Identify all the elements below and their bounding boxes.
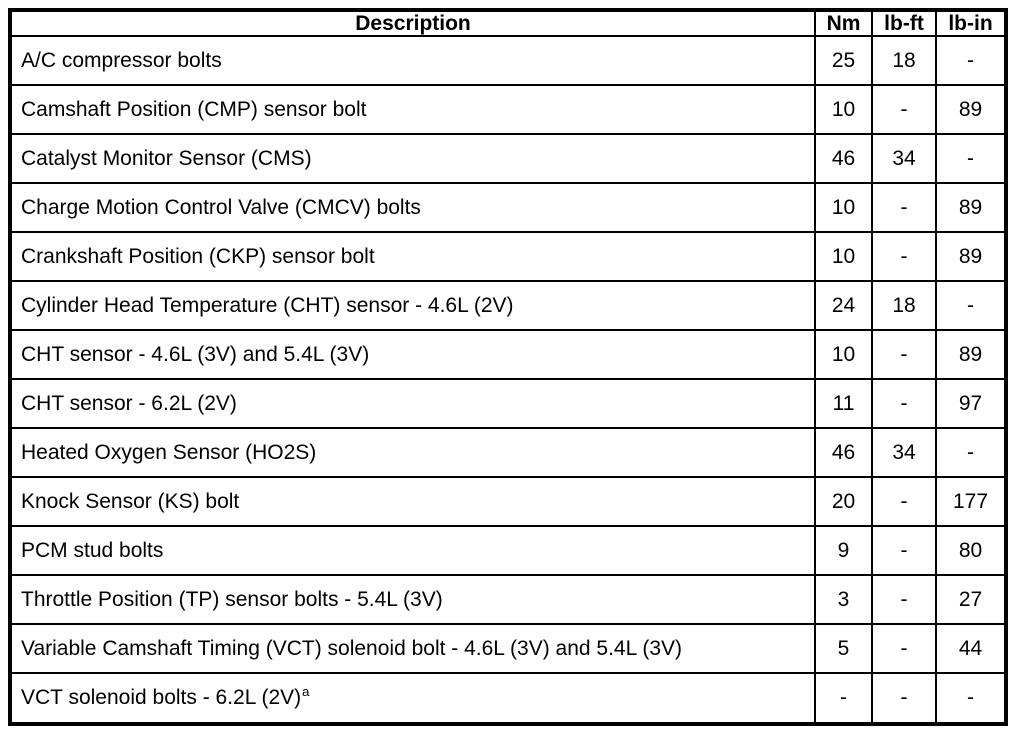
table-row: Heated Oxygen Sensor (HO2S) 46 34- — [9, 426, 1007, 478]
lbft-cell: - — [871, 524, 937, 576]
lbin-cell: 44 — [935, 622, 1007, 674]
col-header-lbin: lb-in — [935, 8, 1007, 38]
nm-cell: 5 — [814, 622, 873, 674]
lbin-cell: 89 — [935, 231, 1007, 283]
lbin-cell: - — [935, 426, 1007, 478]
lbft-cell: 34 — [871, 133, 937, 185]
description-cell: Crankshaft Position (CKP) sensor bolt — [9, 231, 816, 283]
description-cell: VCT solenoid bolts - 6.2L (2V)a — [9, 671, 816, 726]
lbin-cell: - — [935, 280, 1007, 331]
lbin-cell: 89 — [935, 182, 1007, 234]
table-row: Crankshaft Position (CKP) sensor bolt 10-… — [9, 231, 1007, 283]
table-row: VCT solenoid bolts - 6.2L (2V)a - - - — [9, 671, 1007, 726]
lbft-cell: - — [871, 573, 937, 625]
table-row: Charge Motion Control Valve (CMCV) bolts… — [9, 182, 1007, 234]
lbin-cell: 177 — [935, 475, 1007, 527]
table-row: Variable Camshaft Timing (VCT) solenoid … — [9, 622, 1007, 674]
nm-cell: - — [814, 671, 873, 726]
lbft-cell: - — [871, 377, 937, 429]
nm-cell: 10 — [814, 84, 873, 136]
lbin-cell: 89 — [935, 84, 1007, 136]
table-row: PCM stud bolts 9-80 — [9, 524, 1007, 576]
table-row: A/C compressor bolts 25 18- — [9, 35, 1007, 87]
description-cell: CHT sensor - 4.6L (3V) and 5.4L (3V) — [9, 329, 816, 380]
table-body: A/C compressor bolts 25 18- Camshaft Positi… — [9, 35, 1007, 726]
lbft-cell: - — [871, 329, 937, 380]
description-cell: Charge Motion Control Valve (CMCV) bolts — [9, 182, 816, 234]
lbin-cell: - — [935, 133, 1007, 185]
lbin-cell: 80 — [935, 524, 1007, 576]
table-row: Camshaft Position (CMP) sensor bolt 10-89 — [9, 84, 1007, 136]
lbin-cell: - — [935, 671, 1007, 726]
nm-cell: 3 — [814, 573, 873, 625]
lbft-cell: - — [871, 182, 937, 234]
table-row: CHT sensor - 6.2L (2V) 11-97 — [9, 377, 1007, 429]
description-cell: A/C compressor bolts — [9, 35, 816, 87]
lbft-cell: - — [871, 622, 937, 674]
description-cell: CHT sensor - 6.2L (2V) — [9, 377, 816, 429]
lbin-cell: - — [935, 35, 1007, 87]
header-row: Description Nm lb-ft lb-in — [9, 8, 1007, 38]
nm-cell: 25 — [814, 35, 873, 87]
nm-cell: 46 — [814, 133, 873, 185]
lbft-cell: - — [871, 671, 937, 726]
lbft-cell: - — [871, 231, 937, 283]
nm-cell: 11 — [814, 377, 873, 429]
col-header-description: Description — [9, 8, 816, 38]
lbft-cell: 18 — [871, 280, 937, 331]
lbin-cell: 89 — [935, 329, 1007, 380]
table-row: Knock Sensor (KS) bolt 20-177 — [9, 475, 1007, 527]
description-cell: Throttle Position (TP) sensor bolts - 5.… — [9, 573, 816, 625]
lbft-cell: - — [871, 475, 937, 527]
lbft-cell: - — [871, 84, 937, 136]
lbft-cell: 18 — [871, 35, 937, 87]
col-header-lbft: lb-ft — [871, 8, 937, 38]
description-cell: PCM stud bolts — [9, 524, 816, 576]
nm-cell: 10 — [814, 182, 873, 234]
table-row: CHT sensor - 4.6L (3V) and 5.4L (3V) 10-8… — [9, 329, 1007, 380]
nm-cell: 46 — [814, 426, 873, 478]
lbin-cell: 97 — [935, 377, 1007, 429]
description-cell: Camshaft Position (CMP) sensor bolt — [9, 84, 816, 136]
nm-cell: 24 — [814, 280, 873, 331]
table-row: Catalyst Monitor Sensor (CMS) 46 34- — [9, 133, 1007, 185]
nm-cell: 10 — [814, 231, 873, 283]
footnote-marker: a — [302, 684, 310, 700]
description-cell: Variable Camshaft Timing (VCT) solenoid … — [9, 622, 816, 674]
nm-cell: 10 — [814, 329, 873, 380]
table-row: Cylinder Head Temperature (CHT) sensor -… — [9, 280, 1007, 331]
lbft-cell: 34 — [871, 426, 937, 478]
nm-cell: 9 — [814, 524, 873, 576]
nm-cell: 20 — [814, 475, 873, 527]
col-header-nm: Nm — [814, 8, 873, 38]
description-cell: Catalyst Monitor Sensor (CMS) — [9, 133, 816, 185]
torque-spec-table: Description Nm lb-ft lb-in A/C compresso… — [8, 8, 1008, 726]
table-row: Throttle Position (TP) sensor bolts - 5.… — [9, 573, 1007, 625]
description-cell: Cylinder Head Temperature (CHT) sensor -… — [9, 280, 816, 331]
description-cell: Heated Oxygen Sensor (HO2S) — [9, 426, 816, 478]
description-cell: Knock Sensor (KS) bolt — [9, 475, 816, 527]
lbin-cell: 27 — [935, 573, 1007, 625]
